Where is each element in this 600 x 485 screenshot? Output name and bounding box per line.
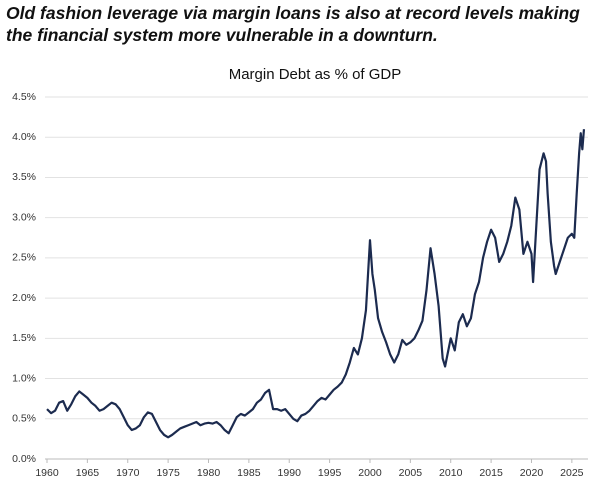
x-tick-label: 2020	[520, 467, 544, 479]
x-tick-label: 1995	[318, 467, 342, 479]
chart-title: Margin Debt as % of GDP	[229, 66, 402, 83]
x-tick-label: 1980	[197, 467, 221, 479]
x-tick-label: 2000	[358, 467, 382, 479]
x-tick-label: 1965	[76, 467, 100, 479]
y-tick-label: 3.0%	[12, 211, 36, 223]
x-tick-label: 2025	[560, 467, 584, 479]
x-tick-label: 2005	[399, 467, 423, 479]
y-tick-label: 1.5%	[12, 332, 36, 344]
y-tick-label: 4.5%	[12, 91, 36, 103]
x-tick-label: 2015	[479, 467, 503, 479]
y-tick-label: 2.0%	[12, 292, 36, 304]
x-tick-label: 1960	[35, 467, 59, 479]
x-tick-label: 1990	[278, 467, 302, 479]
y-tick-label: 2.5%	[12, 252, 36, 264]
x-tick-label: 2010	[439, 467, 463, 479]
y-tick-label: 3.5%	[12, 171, 36, 183]
y-tick-label: 4.0%	[12, 131, 36, 143]
headline: Old fashion leverage via margin loans is…	[6, 3, 580, 45]
y-tick-label: 0.5%	[12, 413, 36, 425]
y-tick-label: 1.0%	[12, 372, 36, 384]
x-tick-label: 1975	[156, 467, 180, 479]
x-tick-label: 1970	[116, 467, 140, 479]
x-tick-label: 1985	[237, 467, 261, 479]
y-tick-label: 0.0%	[12, 453, 36, 465]
data-line	[46, 129, 586, 439]
